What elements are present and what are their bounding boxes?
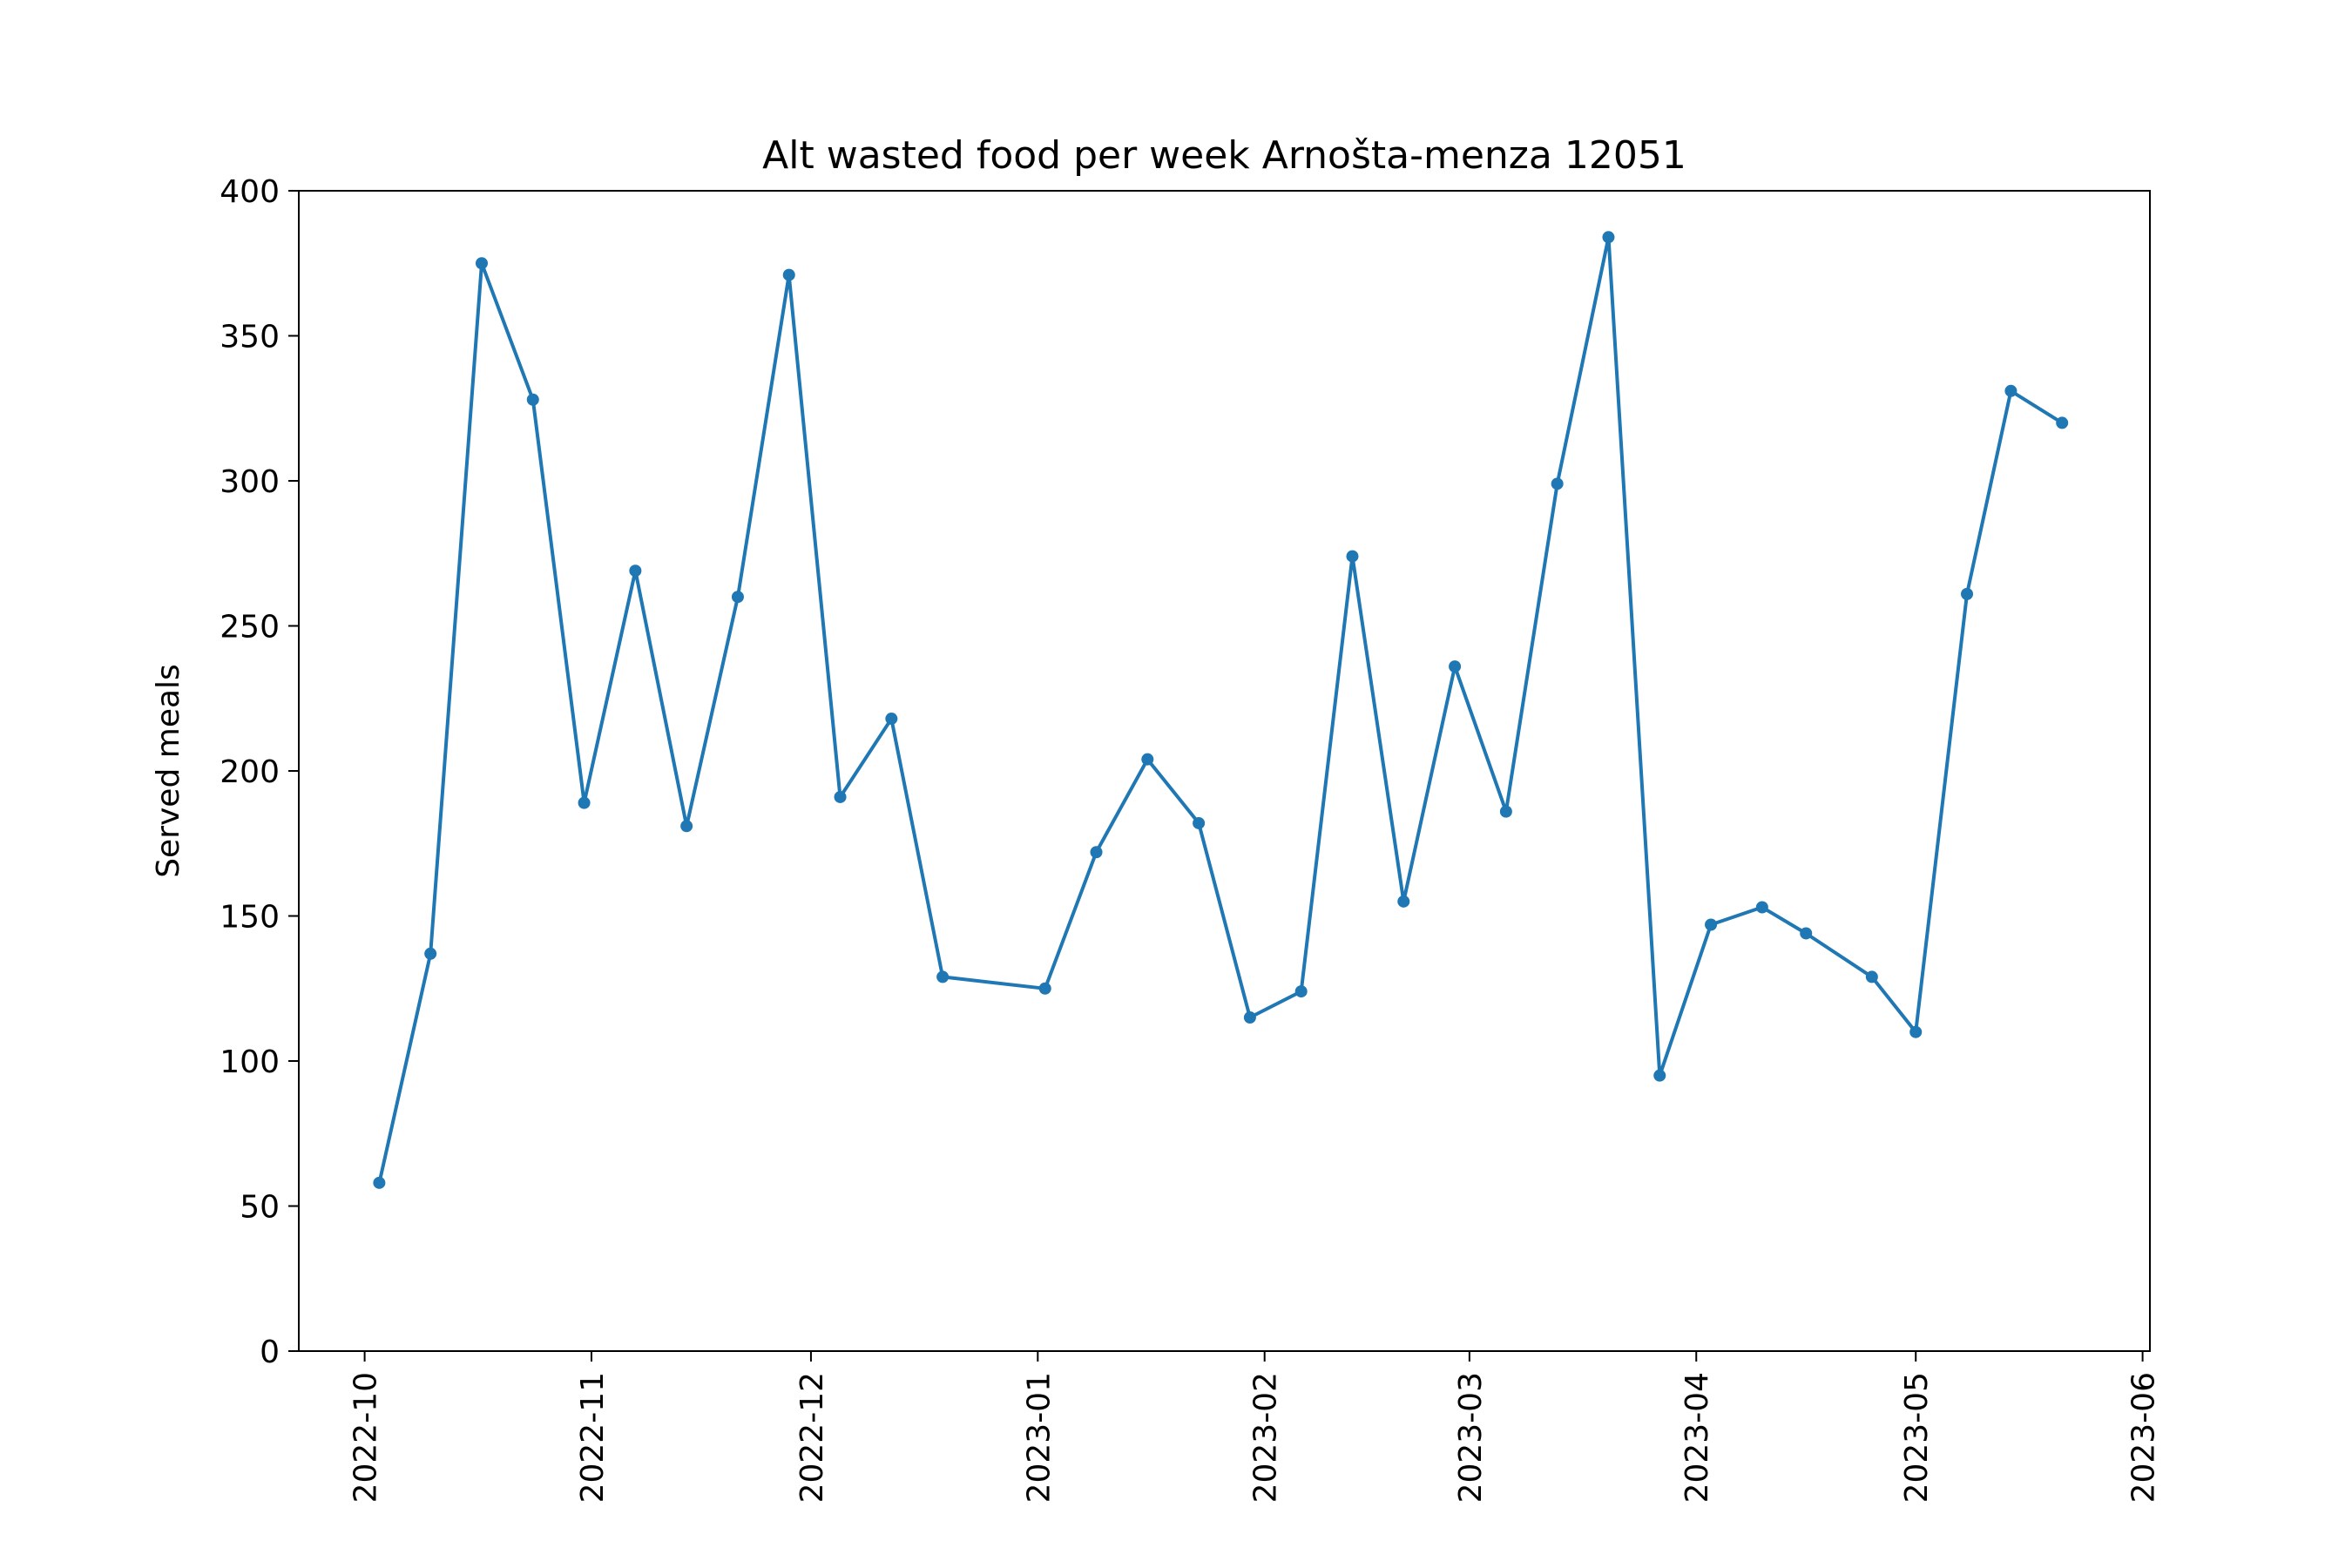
x-tick-label: 2022-11 — [575, 1372, 611, 1503]
data-point — [424, 947, 437, 960]
x-tick-label: 2023-05 — [1899, 1372, 1935, 1503]
y-axis-label: Served meals — [151, 664, 186, 878]
data-point — [1038, 982, 1051, 995]
data-point — [1705, 918, 1718, 931]
data-point — [1961, 587, 1974, 600]
data-point — [2004, 384, 2017, 397]
data-point — [1294, 985, 1308, 998]
data-point — [1449, 660, 1462, 673]
data-point — [1243, 1011, 1256, 1024]
x-tick-label: 2022-12 — [794, 1372, 830, 1503]
y-tick-label: 350 — [220, 320, 280, 355]
data-point — [1755, 901, 1768, 914]
data-point — [1141, 753, 1154, 766]
y-tick-label: 150 — [220, 900, 280, 936]
y-tick-label: 0 — [260, 1335, 280, 1370]
data-point — [1551, 477, 1564, 490]
data-point — [578, 796, 591, 809]
x-tick-label: 2023-06 — [2126, 1372, 2162, 1503]
y-axis: 0 50 100 150 200 250 300 350 400 — [220, 174, 299, 1370]
y-tick-label: 200 — [220, 754, 280, 790]
data-point — [834, 790, 847, 803]
data-point — [1865, 970, 1878, 983]
x-tick-label: 2023-01 — [1021, 1372, 1057, 1503]
chart-title: Alt wasted food per week Arnošta-menza 1… — [762, 133, 1686, 178]
data-point — [1090, 846, 1103, 859]
series-line — [377, 235, 2064, 1184]
plot-frame — [298, 190, 2151, 1352]
y-tick-label: 100 — [220, 1044, 280, 1080]
data-point — [1909, 1025, 1923, 1038]
x-axis: 2022-10 2022-11 2022-12 2023-01 2023-02 2023-… — [348, 1351, 2162, 1503]
data-series — [373, 231, 2069, 1189]
y-tick-label: 250 — [220, 610, 280, 645]
data-point — [629, 564, 642, 578]
data-point — [1653, 1069, 1666, 1082]
data-point — [1346, 550, 1359, 563]
y-tick-label: 300 — [220, 464, 280, 500]
data-point — [526, 393, 539, 406]
data-point — [936, 970, 950, 983]
data-point — [680, 820, 693, 833]
data-point — [782, 268, 795, 281]
data-point — [475, 257, 488, 270]
data-point — [1602, 231, 1615, 244]
data-point — [373, 1176, 386, 1189]
x-tick-label: 2023-04 — [1680, 1372, 1715, 1503]
data-point — [1499, 805, 1512, 818]
x-tick-label: 2023-03 — [1453, 1372, 1489, 1503]
y-tick-label: 400 — [220, 174, 280, 210]
y-tick-label: 50 — [240, 1190, 280, 1226]
data-point — [1193, 816, 1206, 829]
data-point — [731, 591, 744, 604]
data-point — [2056, 416, 2069, 429]
data-point — [1397, 895, 1410, 908]
x-tick-label: 2023-02 — [1248, 1372, 1284, 1503]
data-point — [885, 713, 898, 726]
data-point — [1800, 927, 1813, 940]
x-tick-label: 2022-10 — [348, 1372, 384, 1503]
